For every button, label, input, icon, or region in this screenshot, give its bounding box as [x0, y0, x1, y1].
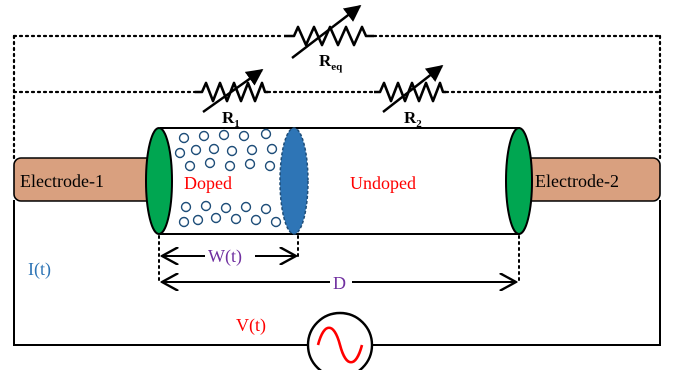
- dopant-particle: [238, 130, 250, 142]
- dopant-particle: [250, 214, 262, 226]
- dopant-particle: [200, 200, 212, 212]
- dopant-particle: [208, 143, 220, 155]
- dopant-particle: [178, 216, 190, 228]
- req-label: Req: [319, 51, 343, 73]
- dopant-particle: [220, 202, 232, 214]
- dopant-particle: [178, 132, 190, 144]
- dopant-particle: [184, 160, 196, 172]
- dimension-guides: [158, 235, 520, 283]
- r2-resistor: R2: [374, 64, 446, 130]
- variable-resistor-icon: [284, 25, 374, 47]
- ac-source-icon: [306, 311, 374, 370]
- width-label: W(t): [208, 246, 242, 267]
- dopant-particle: [244, 158, 256, 170]
- dopant-particle: [260, 128, 272, 140]
- r1-resistor: R1: [195, 69, 268, 130]
- req-resistor: Req: [284, 4, 374, 73]
- dopant-particle: [264, 160, 276, 172]
- dopant-particle: [226, 145, 238, 157]
- variable-resistor-icon: [374, 81, 446, 103]
- doped-label: Doped: [184, 173, 232, 193]
- dopant-particle: [204, 157, 216, 169]
- req-dotted-loop: [12, 34, 662, 160]
- dopant-particle: [190, 144, 202, 156]
- dopant-particle: [198, 130, 210, 142]
- circuit-wire: [13, 200, 661, 346]
- dopant-particle: [240, 201, 252, 213]
- voltage-label: V(t): [236, 315, 266, 336]
- dopant-particle: [266, 143, 278, 155]
- dopant-particle: [224, 160, 236, 172]
- dopant-particle: [246, 144, 258, 156]
- electrode-2-label: Electrode-2: [535, 171, 619, 191]
- dopant-particle: [192, 214, 204, 226]
- r2-label: R2: [404, 108, 422, 130]
- dopant-particle: [260, 203, 272, 215]
- dopant-particle: [230, 213, 242, 225]
- undoped-label: Undoped: [350, 173, 416, 193]
- length-label: D: [333, 273, 346, 293]
- current-label: I(t): [28, 259, 51, 280]
- dopant-particle: [270, 216, 282, 228]
- dopant-particle: [210, 212, 222, 224]
- dopant-particle: [174, 147, 186, 159]
- dopant-particle: [218, 129, 230, 141]
- r1-label: R1: [222, 108, 240, 130]
- dopant-particles: [174, 128, 282, 228]
- memristor-body: [160, 127, 520, 235]
- dopant-particle: [180, 201, 192, 213]
- doping-boundary: [279, 127, 309, 235]
- electrode-1-label: Electrode-1: [20, 171, 104, 191]
- electrode-cap-right: [505, 127, 533, 235]
- electrode-cap-left: [145, 127, 173, 235]
